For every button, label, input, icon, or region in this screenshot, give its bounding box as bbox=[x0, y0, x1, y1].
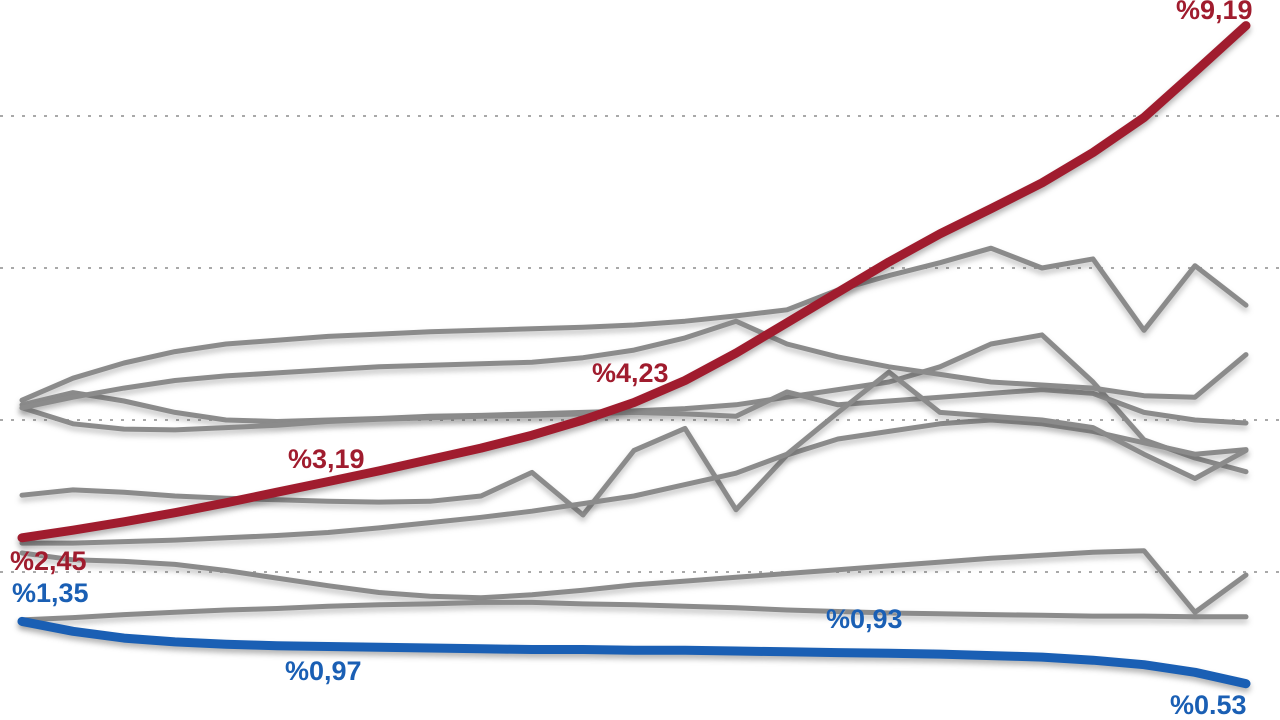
data-label: %0,97 bbox=[285, 656, 362, 686]
gridlines bbox=[0, 115, 1280, 575]
line-gray-series-6 bbox=[19, 548, 1249, 615]
data-label: %9,19 bbox=[1176, 0, 1253, 25]
polyline-gray-series-3 bbox=[19, 387, 1249, 433]
polyline-gray-series-7 bbox=[19, 599, 1249, 623]
line-gray-series-3 bbox=[19, 387, 1249, 433]
line-highlight-rising-red bbox=[17, 21, 1251, 543]
polyline-gray-series-8 bbox=[19, 318, 1249, 411]
data-label: %0.53 bbox=[1170, 690, 1247, 720]
polyline-gray-series-1 bbox=[19, 245, 1249, 403]
data-label: %2,45 bbox=[10, 546, 87, 576]
polyline-highlight-declining-blue bbox=[17, 616, 1251, 689]
data-label: %4,23 bbox=[592, 358, 669, 388]
polyline-gray-series-6 bbox=[19, 548, 1249, 615]
line-gray-series-1 bbox=[19, 245, 1249, 403]
data-label: %0,93 bbox=[826, 604, 903, 634]
data-label: %1,35 bbox=[12, 578, 89, 608]
line-highlight-declining-blue bbox=[17, 616, 1251, 689]
polyline-highlight-rising-red bbox=[17, 21, 1251, 543]
line-gray-series-7 bbox=[19, 599, 1249, 623]
polyline-gray-series-5 bbox=[19, 369, 1249, 546]
data-label: %3,19 bbox=[288, 444, 365, 474]
line-gray-series-5 bbox=[19, 369, 1249, 546]
line-gray-series-4 bbox=[19, 417, 1249, 518]
polyline-gray-series-4 bbox=[19, 417, 1249, 518]
line-gray-series-8 bbox=[19, 318, 1249, 411]
